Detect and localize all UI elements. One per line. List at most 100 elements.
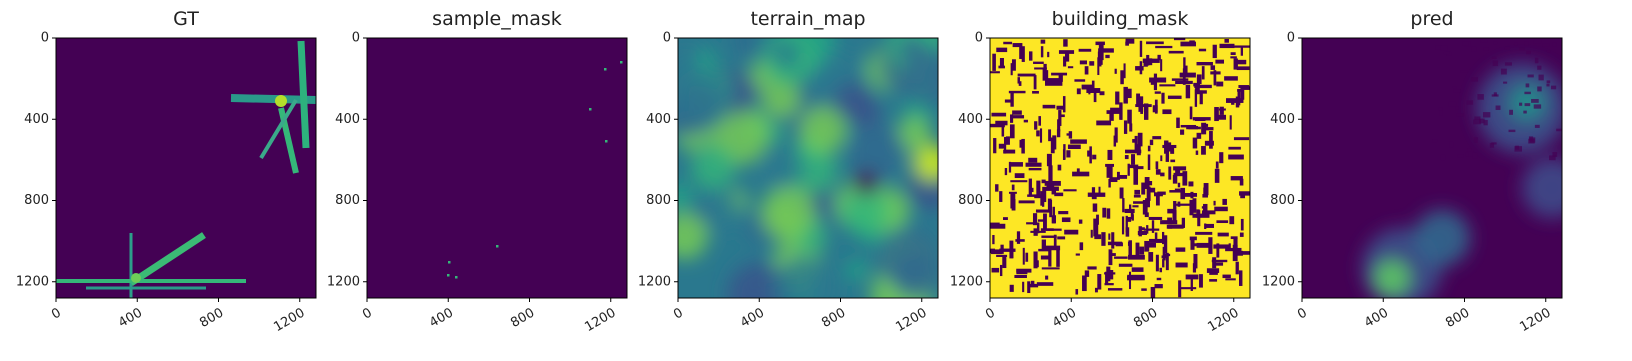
image-dot xyxy=(448,261,451,264)
image-building xyxy=(1226,98,1244,103)
image-building xyxy=(1041,267,1060,270)
image-building xyxy=(1123,63,1126,79)
image-blob xyxy=(678,212,708,260)
image-building xyxy=(1201,146,1206,155)
image-building xyxy=(1010,91,1014,107)
image-building xyxy=(1193,243,1204,247)
image-building xyxy=(1129,123,1133,132)
image-building xyxy=(1537,86,1542,92)
image-building xyxy=(1046,153,1052,167)
image-building xyxy=(1107,149,1113,160)
image-building xyxy=(1155,169,1161,175)
image-building xyxy=(1147,187,1156,193)
image-building xyxy=(1066,150,1071,158)
image-building xyxy=(1155,161,1159,170)
image-building xyxy=(1142,200,1148,215)
x-tick-label: 1200 xyxy=(1205,306,1241,336)
image-building xyxy=(1152,136,1162,140)
image-building xyxy=(1003,41,1013,45)
image-building xyxy=(1237,251,1250,255)
image-building xyxy=(1149,139,1154,146)
image-building xyxy=(1067,66,1074,69)
image-building xyxy=(1199,274,1203,288)
image xyxy=(56,38,316,298)
image-building xyxy=(1098,186,1101,197)
image-building xyxy=(1087,89,1095,92)
image-building xyxy=(1033,75,1037,90)
image-building xyxy=(1125,38,1135,44)
image-building xyxy=(1038,248,1050,252)
image-building xyxy=(1090,229,1093,238)
x-tick-label: 400 xyxy=(1362,306,1391,331)
image-hotspot xyxy=(131,273,141,283)
image-building xyxy=(1011,184,1015,191)
image-building xyxy=(1010,114,1014,123)
image-building xyxy=(1189,40,1195,45)
x-tick-label: 0 xyxy=(671,306,686,323)
image-building xyxy=(1234,45,1250,48)
image-building xyxy=(1546,80,1551,84)
image-building xyxy=(1056,249,1060,267)
image-building xyxy=(1182,68,1186,85)
image-building xyxy=(1169,190,1185,193)
image-building xyxy=(1075,289,1079,295)
image-building xyxy=(1160,155,1163,162)
x-tick-label: 0 xyxy=(360,306,375,323)
image-building xyxy=(1465,152,1469,157)
image-blob xyxy=(915,145,938,181)
image-building xyxy=(1129,204,1132,211)
image-building xyxy=(1043,220,1047,227)
image-building xyxy=(1094,234,1102,240)
image-building xyxy=(1493,92,1497,97)
image-building xyxy=(1147,145,1151,152)
image-building xyxy=(1040,255,1051,260)
image-blob xyxy=(833,81,874,122)
image-blob xyxy=(762,80,801,118)
image-building xyxy=(1460,70,1468,73)
y-tick-label: 0 xyxy=(975,31,983,46)
image-building xyxy=(1167,208,1174,214)
panel-title: terrain_map xyxy=(750,8,865,30)
image-building xyxy=(1219,152,1224,164)
y-tick-label: 400 xyxy=(646,112,671,127)
image-building xyxy=(1091,80,1095,89)
image-building xyxy=(1168,166,1172,180)
image-building xyxy=(1148,181,1153,186)
image-building xyxy=(1052,218,1055,224)
image-building xyxy=(1524,91,1531,95)
image-hotspot xyxy=(275,95,287,107)
image-blob xyxy=(760,186,815,241)
image-building xyxy=(1504,46,1510,50)
image-building xyxy=(1213,244,1231,249)
image-building xyxy=(1526,50,1531,55)
image-building xyxy=(1204,223,1207,229)
image-building xyxy=(1199,90,1203,105)
image-building xyxy=(1222,274,1231,279)
image-building xyxy=(1056,105,1064,110)
image-building xyxy=(1240,86,1250,90)
image-building xyxy=(1224,38,1229,43)
image-building xyxy=(1011,115,1025,119)
image-building xyxy=(1054,192,1064,197)
image-building xyxy=(1504,62,1512,66)
image-building xyxy=(1462,41,1469,46)
image-building xyxy=(1161,92,1165,104)
image-building xyxy=(1186,126,1199,130)
image-blob xyxy=(699,188,743,232)
image-building xyxy=(1147,154,1151,170)
image-building xyxy=(1040,228,1054,231)
image-building xyxy=(1084,66,1089,75)
image-building xyxy=(1040,39,1046,44)
image-building xyxy=(1531,98,1539,103)
y-tick-label: 800 xyxy=(958,193,983,208)
image-building xyxy=(1495,105,1501,110)
image-building xyxy=(1228,243,1231,250)
x-tick-label: 800 xyxy=(197,306,226,331)
image-building xyxy=(1196,74,1202,85)
image-building xyxy=(1026,222,1035,225)
image-building xyxy=(1528,136,1534,141)
image-building xyxy=(1109,112,1114,121)
image-building xyxy=(1131,154,1136,165)
image-building xyxy=(1131,267,1144,272)
image-building xyxy=(1032,90,1039,94)
